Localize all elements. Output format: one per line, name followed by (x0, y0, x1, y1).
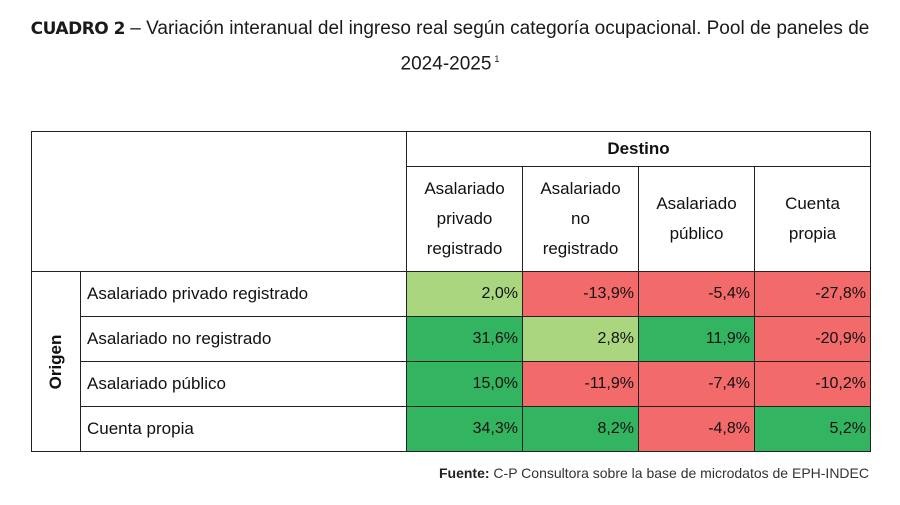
corner-cell (31, 131, 407, 272)
value-cell: -11,9% (522, 361, 639, 407)
table-title: CUADRO 2 – Variación interanual del ingr… (20, 14, 880, 79)
column-header: Asalariado no registrado (522, 166, 639, 272)
value-cell: 31,6% (406, 316, 523, 362)
source-label: Fuente: (438, 465, 490, 481)
title-text: – Variación interanual del ingreso real … (125, 18, 870, 75)
row-label: Cuenta propia (80, 406, 407, 452)
value-cell: -13,9% (522, 271, 639, 317)
value-cell: 11,9% (638, 316, 755, 362)
value-cell: -20,9% (754, 316, 871, 362)
destino-header: Destino (406, 131, 871, 167)
source-text: C-P Consultora sobre la base de microdat… (489, 465, 869, 481)
title-lead: CUADRO 2 (30, 19, 126, 39)
value-cell: -10,2% (754, 361, 871, 407)
table-row: Cuenta propia 34,3% 8,2% -4,8% 5,2% (32, 406, 871, 452)
table-row: Origen Asalariado privado registrado 2,0… (31, 271, 871, 452)
row-label: Asalariado privado registrado (80, 271, 407, 317)
column-header: Cuenta propia (754, 166, 871, 272)
title-footnote-mark: 1 (494, 54, 500, 64)
column-header: Asalariado privado registrado (406, 166, 523, 272)
column-header: Asalariado público (638, 166, 755, 272)
table-row: Asalariado público 15,0% -11,9% -7,4% -1… (32, 361, 871, 407)
value-cell: -27,8% (754, 271, 871, 317)
source-note: Fuente: C-P Consultora sobre la base de … (439, 465, 869, 481)
row-label: Asalariado público (80, 361, 407, 407)
value-cell: -5,4% (638, 271, 755, 317)
value-cell: -7,4% (638, 361, 755, 407)
origen-header: Origen (31, 271, 81, 452)
value-cell: 8,2% (522, 406, 639, 452)
value-cell: 2,8% (522, 316, 639, 362)
value-cell: 2,0% (406, 271, 523, 317)
value-cell: -4,8% (638, 406, 755, 452)
value-cell: 34,3% (406, 406, 523, 452)
value-cell: 15,0% (406, 361, 523, 407)
table-row: Asalariado no registrado 31,6% 2,8% 11,9… (32, 316, 871, 362)
value-cell: 5,2% (754, 406, 871, 452)
row-label: Asalariado no registrado (80, 316, 407, 362)
income-variation-table: Destino Asalariado privado registrado Asal… (31, 131, 871, 452)
